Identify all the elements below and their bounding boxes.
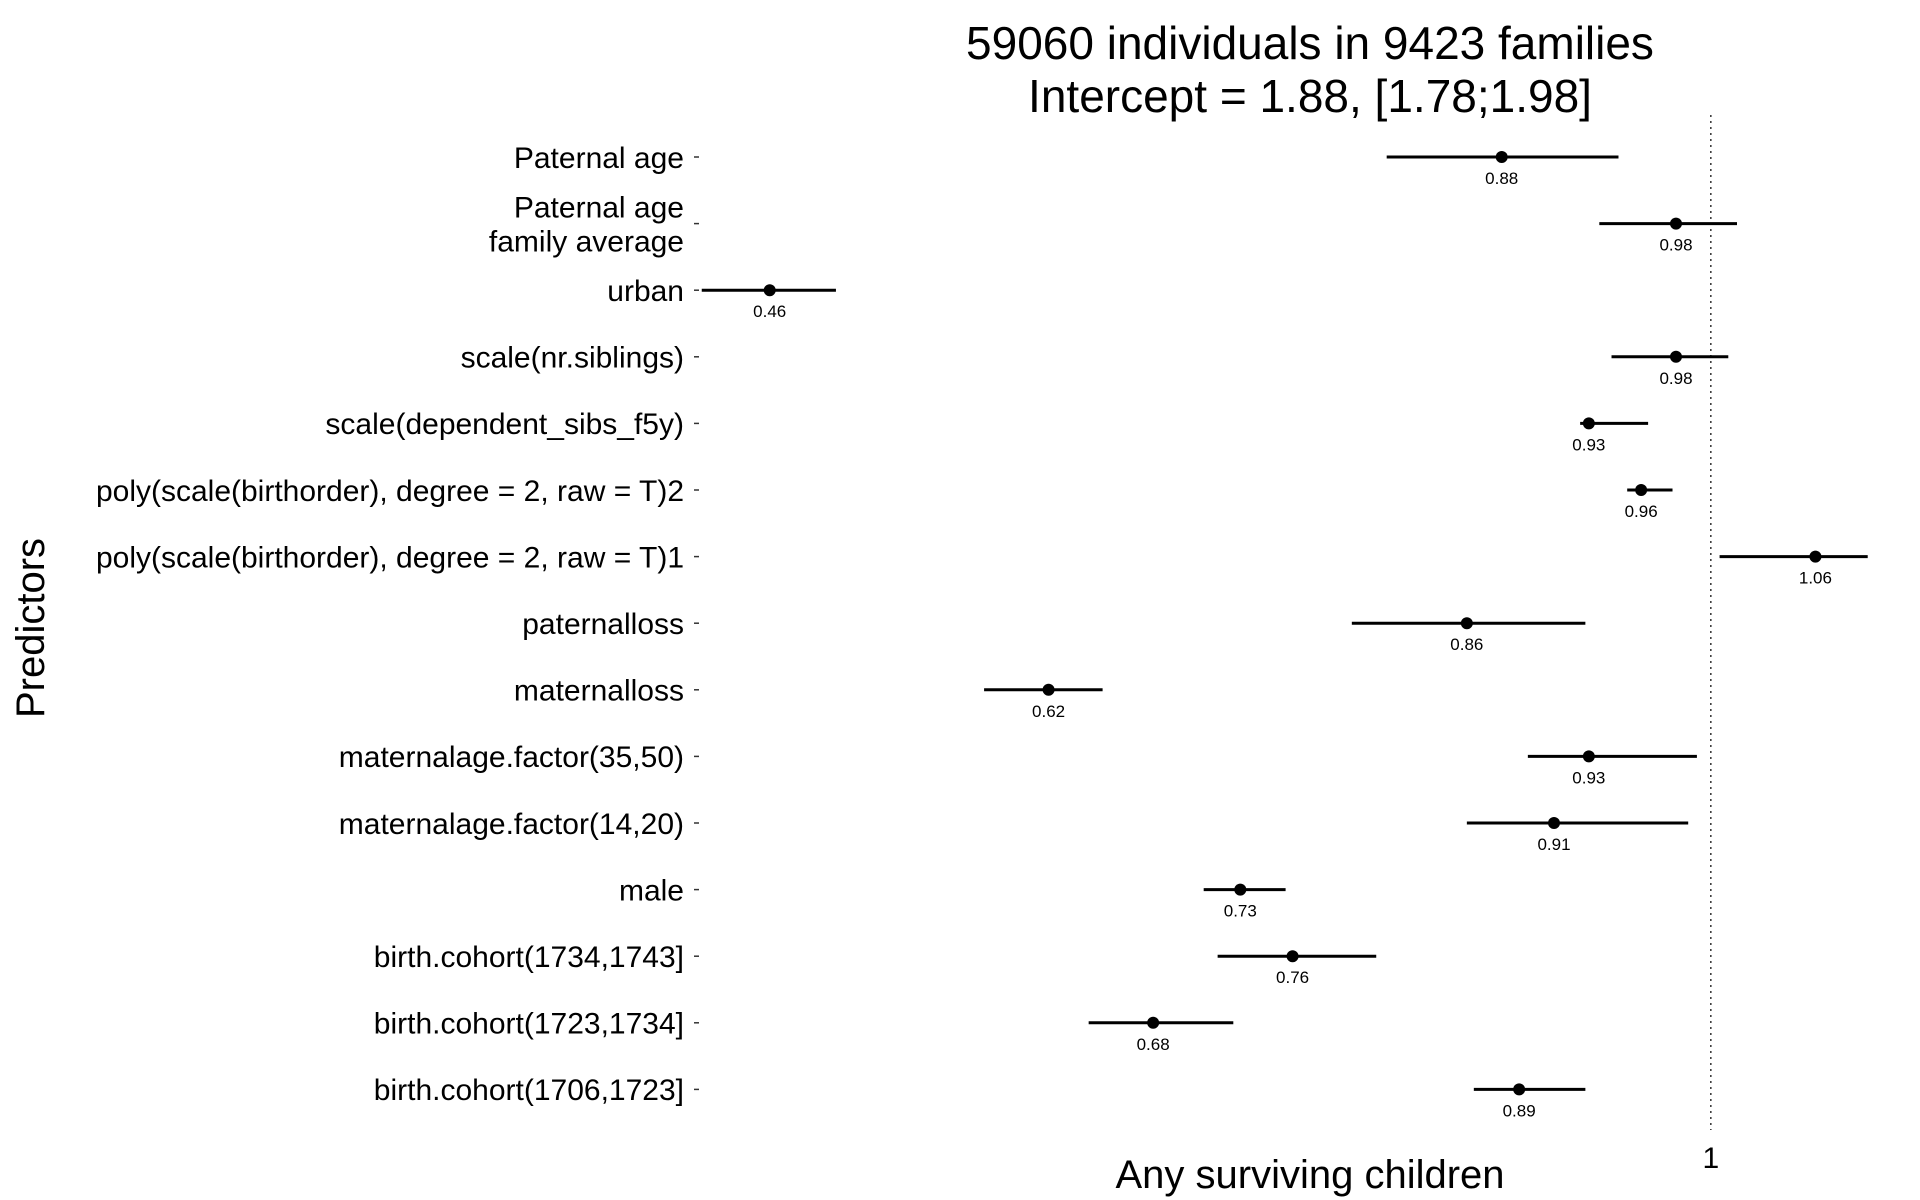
y-tick-label: maternalage.factor(35,50) bbox=[339, 741, 684, 774]
point-estimate bbox=[1582, 417, 1595, 430]
estimate-label: 0.88 bbox=[1485, 169, 1518, 188]
estimate-label: 0.68 bbox=[1137, 1035, 1170, 1054]
y-tick-label: scale(dependent_sibs_f5y) bbox=[325, 408, 684, 441]
y-axis-title: Predictors bbox=[9, 538, 53, 718]
y-tick-label: maternalage.factor(14,20) bbox=[339, 808, 684, 841]
point-estimate bbox=[1042, 683, 1055, 696]
point-estimate bbox=[1635, 484, 1648, 496]
y-tick-label: maternalloss bbox=[514, 675, 684, 708]
predictor-row: Paternal age 0.88 bbox=[514, 142, 1619, 188]
y-tick-label: birth.cohort(1723,1734] bbox=[374, 1008, 684, 1041]
point-estimate bbox=[1809, 550, 1822, 563]
point-estimate bbox=[1147, 1016, 1160, 1029]
point-estimate bbox=[1234, 883, 1247, 896]
point-estimate bbox=[1670, 350, 1682, 363]
y-tick-label: poly(scale(birthorder), degree = 2, raw … bbox=[96, 475, 684, 508]
y-tick-label: male bbox=[619, 874, 684, 907]
point-estimate bbox=[763, 284, 776, 297]
predictor-row: scale(dependent_sibs_f5y) 0.93 bbox=[325, 408, 1649, 454]
estimate-label: 0.86 bbox=[1450, 635, 1483, 654]
point-estimate bbox=[1582, 750, 1595, 763]
predictor-row: maternalage.factor(35,50) 0.93 bbox=[339, 741, 1697, 787]
point-estimate bbox=[1495, 151, 1508, 163]
estimate-label: 0.98 bbox=[1659, 369, 1692, 388]
estimate-label: 1.06 bbox=[1799, 569, 1832, 588]
estimate-label: 0.73 bbox=[1224, 902, 1257, 921]
predictor-row: birth.cohort(1706,1723] 0.89 bbox=[374, 1074, 1586, 1120]
predictor-row: scale(nr.siblings) 0.98 bbox=[461, 342, 1729, 388]
estimate-label: 0.62 bbox=[1032, 702, 1065, 721]
predictor-row: urban 0.46 bbox=[607, 275, 836, 321]
y-tick-label: Paternal age bbox=[514, 191, 684, 224]
x-tick-label: 1 bbox=[1703, 1142, 1720, 1175]
point-estimate bbox=[1548, 817, 1560, 829]
estimate-label: 0.93 bbox=[1572, 435, 1605, 454]
x-axis-title: Any surviving children bbox=[1115, 1153, 1504, 1197]
y-tick-label: poly(scale(birthorder), degree = 2, raw … bbox=[96, 541, 684, 574]
predictor-row: poly(scale(birthorder), degree = 2, raw … bbox=[96, 475, 1673, 521]
predictor-row: paternalloss 0.86 bbox=[522, 608, 1586, 654]
predictor-row: birth.cohort(1734,1743] 0.76 bbox=[374, 941, 1377, 987]
point-estimate bbox=[1286, 950, 1299, 963]
chart-title: 59060 individuals in 9423 families Inter… bbox=[966, 17, 1654, 122]
estimate-label: 0.46 bbox=[753, 302, 786, 321]
point-estimate bbox=[1460, 617, 1473, 630]
estimate-label: 0.76 bbox=[1276, 968, 1309, 987]
predictor-row: maternalloss 0.62 bbox=[514, 675, 1103, 721]
predictor-row: male 0.73 bbox=[619, 874, 1286, 921]
chart-title-line-1: 59060 individuals in 9423 families bbox=[966, 17, 1654, 69]
estimate-label: 0.89 bbox=[1503, 1101, 1536, 1120]
y-tick-label: family average bbox=[489, 225, 684, 258]
point-estimate bbox=[1513, 1083, 1526, 1096]
y-tick-label: birth.cohort(1734,1743] bbox=[374, 941, 684, 974]
chart-title-line-2: Intercept = 1.88, [1.78;1.98] bbox=[1028, 70, 1592, 122]
predictor-row: maternalage.factor(14,20) 0.91 bbox=[339, 808, 1689, 854]
y-tick-label: scale(nr.siblings) bbox=[461, 342, 684, 375]
estimate-label: 0.91 bbox=[1537, 835, 1570, 854]
y-tick-label: Paternal age bbox=[514, 142, 684, 175]
estimate-label: 0.98 bbox=[1659, 236, 1692, 255]
y-tick-label: birth.cohort(1706,1723] bbox=[374, 1074, 684, 1107]
predictor-row: poly(scale(birthorder), degree = 2, raw … bbox=[96, 541, 1868, 588]
estimate-label: 0.93 bbox=[1572, 768, 1605, 787]
estimate-label: 0.96 bbox=[1625, 502, 1658, 521]
y-tick-label: urban bbox=[607, 275, 684, 308]
point-estimate bbox=[1670, 217, 1682, 230]
predictor-row: birth.cohort(1723,1734] 0.68 bbox=[374, 1008, 1234, 1054]
y-tick-label: paternalloss bbox=[522, 608, 684, 641]
